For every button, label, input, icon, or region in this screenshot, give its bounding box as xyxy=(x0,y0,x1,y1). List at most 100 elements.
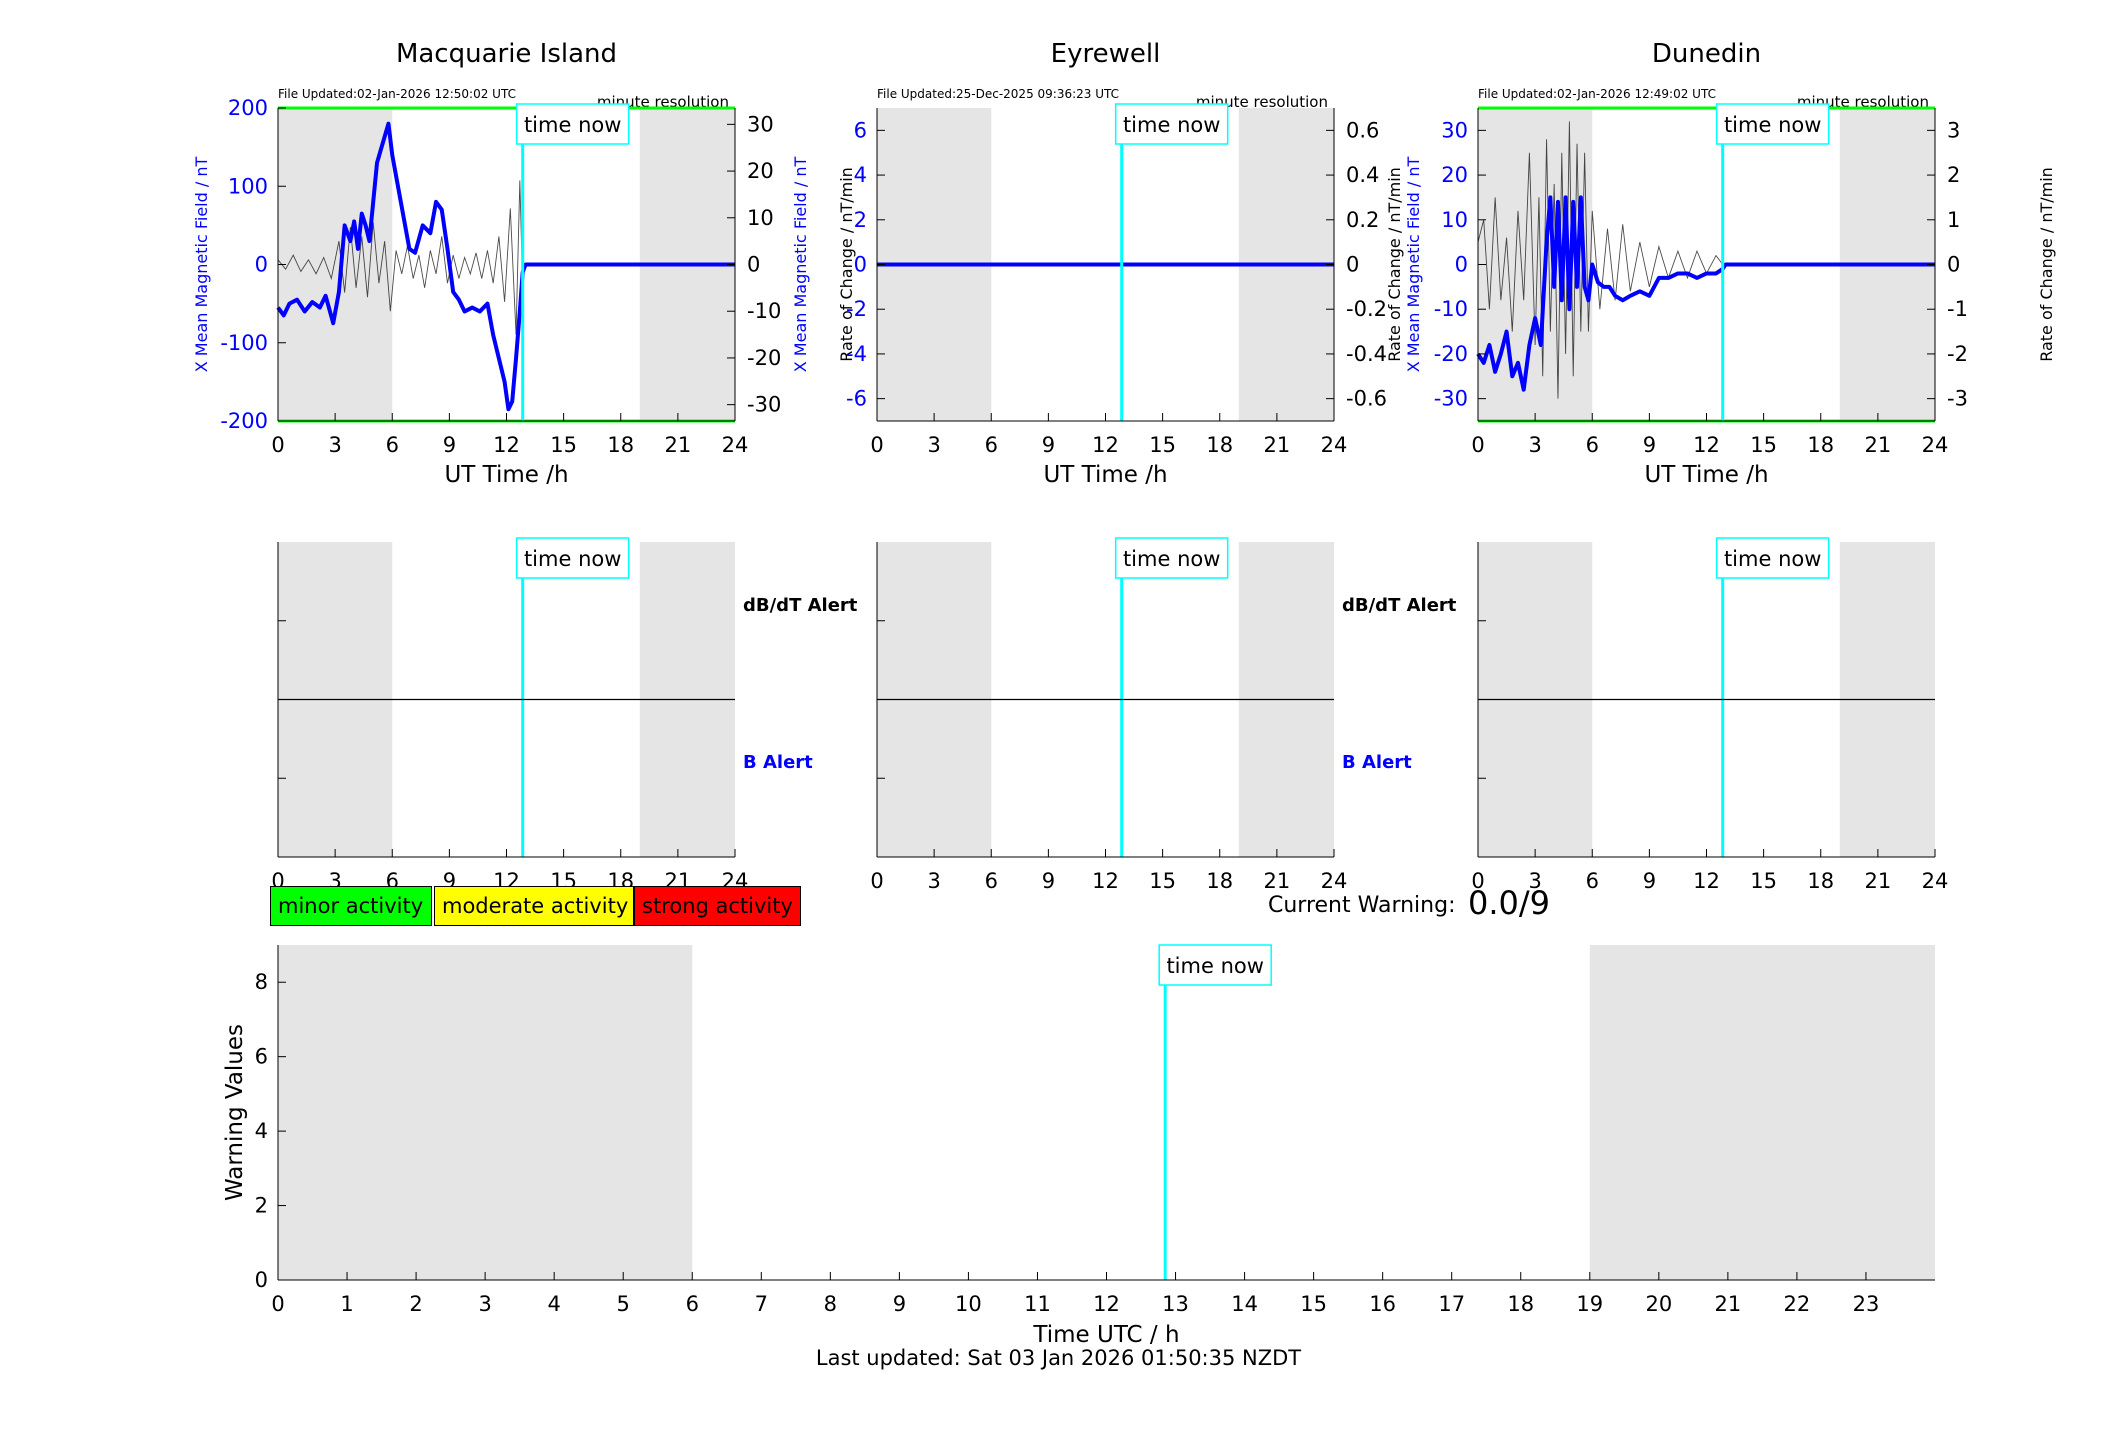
file-updated-text: File Updated:25-Dec-2025 09:36:23 UTC xyxy=(877,87,1119,101)
station-xtick-label: 3 xyxy=(1528,433,1541,457)
station-now-label: time now xyxy=(1724,113,1821,137)
warning-xtick-label: 23 xyxy=(1853,1292,1880,1316)
warning-night-band-1 xyxy=(1589,945,1935,1280)
ytick-left-label: 30 xyxy=(1441,118,1468,142)
ytick-right-label: 10 xyxy=(747,206,774,230)
roc-series-line xyxy=(277,180,524,335)
warning-xtick-label: 1 xyxy=(340,1292,353,1316)
ytick-left-label: 4 xyxy=(854,163,867,187)
b-alert-label: B Alert xyxy=(1342,752,1412,773)
ytick-left-label: 10 xyxy=(1441,208,1468,232)
warning-xtick-label: 14 xyxy=(1231,1292,1258,1316)
station-xtick-label: 3 xyxy=(927,433,940,457)
ytick-left-label: 20 xyxy=(1441,163,1468,187)
station-chart-0: Macquarie Island File Updated:02-Jan-2026… xyxy=(192,39,856,488)
ytick-left-label: 0 xyxy=(255,253,268,277)
alert-xtick-label: 18 xyxy=(1807,869,1834,893)
legend-minor-activity: minor activity xyxy=(270,886,432,926)
alert-xtick-label: 3 xyxy=(1528,869,1541,893)
ytick-left-label: 0 xyxy=(854,253,867,277)
alert-xtick-label: 6 xyxy=(985,869,998,893)
ytick-left-label: -200 xyxy=(220,409,268,433)
alert-xtick-label: 0 xyxy=(870,869,883,893)
warning-now-box xyxy=(1158,944,1272,986)
dbdt-alert-label: dB/dT Alert xyxy=(743,595,858,616)
station-xtick-label: 15 xyxy=(550,433,577,457)
ytick-right-label: 0 xyxy=(1346,253,1359,277)
ytick-left-label: 200 xyxy=(228,96,268,120)
ytick-left-label: -2 xyxy=(846,297,867,321)
ytick-right-label: 0 xyxy=(747,253,760,277)
warning-xtick-label: 8 xyxy=(824,1292,837,1316)
ytick-left-label: 6 xyxy=(854,118,867,142)
footer-last-updated: Last updated: Sat 03 Jan 2026 01:50:35 N… xyxy=(815,1346,1302,1370)
warning-xtick-label: 10 xyxy=(955,1292,982,1316)
warning-x-axis-label: Time UTC / h xyxy=(1032,1322,1179,1348)
station-xtick-label: 15 xyxy=(1149,433,1176,457)
x-axis-label: UT Time /h xyxy=(1043,462,1167,488)
file-updated-text: File Updated:02-Jan-2026 12:49:02 UTC xyxy=(1478,87,1716,101)
warning-xtick-label: 16 xyxy=(1369,1292,1396,1316)
warning-ytick-label: 8 xyxy=(255,970,268,994)
y-axis-left-label: X Mean Magnetic Field / nT xyxy=(1404,157,1423,373)
alert-xtick-label: 12 xyxy=(1693,869,1720,893)
alert-now-box xyxy=(1114,537,1229,579)
ytick-left-label: -6 xyxy=(846,387,867,411)
warning-xtick-label: 21 xyxy=(1715,1292,1742,1316)
alert-xtick-label: 21 xyxy=(1865,869,1892,893)
warning-xtick-label: 22 xyxy=(1784,1292,1811,1316)
station-xtick-label: 18 xyxy=(607,433,634,457)
ytick-right-label: 0.2 xyxy=(1346,208,1379,232)
ytick-right-label: 30 xyxy=(747,112,774,136)
station-xtick-label: 0 xyxy=(1471,433,1484,457)
ytick-left-label: 100 xyxy=(228,174,268,198)
ytick-right-label: -3 xyxy=(1947,387,1968,411)
ytick-right-label: 0 xyxy=(1947,253,1960,277)
warning-xtick-label: 11 xyxy=(1024,1292,1051,1316)
station-xtick-label: 9 xyxy=(443,433,456,457)
station-xtick-label: 6 xyxy=(985,433,998,457)
station-xtick-label: 0 xyxy=(870,433,883,457)
station-xtick-label: 12 xyxy=(493,433,520,457)
station-title: Dunedin xyxy=(1652,39,1761,69)
station-xtick-label: 12 xyxy=(1092,433,1119,457)
ytick-left-label: -10 xyxy=(1434,297,1468,321)
station-xtick-label: 15 xyxy=(1750,433,1777,457)
alert-xtick-label: 12 xyxy=(1092,869,1119,893)
ytick-right-label: -0.4 xyxy=(1346,342,1387,366)
ytick-right-label: 0.4 xyxy=(1346,163,1379,187)
alert-panel-2: time now 0 3 6 9 12 15 18 21 24 xyxy=(1471,537,1949,893)
warning-xtick-label: 0 xyxy=(271,1292,284,1316)
alert-xtick-label: 9 xyxy=(1643,869,1656,893)
station-xtick-label: 0 xyxy=(271,433,284,457)
ytick-right-label: -2 xyxy=(1947,342,1968,366)
alert-xtick-label: 24 xyxy=(1321,869,1348,893)
alert-now-label: time now xyxy=(524,547,621,571)
ytick-right-label: -20 xyxy=(747,346,781,370)
alert-xtick-label: 0 xyxy=(1471,869,1484,893)
alert-panel-1: time now 0 3 6 9 12 15 18 21 24 dB/dT Alert B Alert xyxy=(870,537,1457,893)
alert-xtick-label: 21 xyxy=(1264,869,1291,893)
dbdt-alert-label: dB/dT Alert xyxy=(1342,595,1457,616)
station-xtick-label: 21 xyxy=(1264,433,1291,457)
y-axis-left-label: X Mean Magnetic Field / nT xyxy=(791,157,810,373)
warning-now-label: time now xyxy=(1166,954,1263,978)
alert-xtick-label: 6 xyxy=(1586,869,1599,893)
station-now-label: time now xyxy=(524,113,621,137)
y-axis-right-label: Rate of Change / nT/min xyxy=(837,167,856,362)
ytick-left-label: -30 xyxy=(1434,387,1468,411)
warning-xtick-label: 19 xyxy=(1576,1292,1603,1316)
ytick-right-label: 3 xyxy=(1947,118,1960,142)
station-xtick-label: 6 xyxy=(386,433,399,457)
alert-xtick-label: 3 xyxy=(927,869,940,893)
station-now-label: time now xyxy=(1123,113,1220,137)
warning-xtick-label: 3 xyxy=(478,1292,491,1316)
alert-now-label: time now xyxy=(1724,547,1821,571)
current-warning-value: 0.0/9 xyxy=(1468,884,1551,922)
station-xtick-label: 21 xyxy=(1865,433,1892,457)
station-title: Macquarie Island xyxy=(396,39,617,69)
legend-strong-activity: strong activity xyxy=(634,886,801,926)
alert-xtick-label: 24 xyxy=(1922,869,1949,893)
station-chart-2: Dunedin File Updated:02-Jan-2026 12:49:02… xyxy=(1385,39,2056,488)
